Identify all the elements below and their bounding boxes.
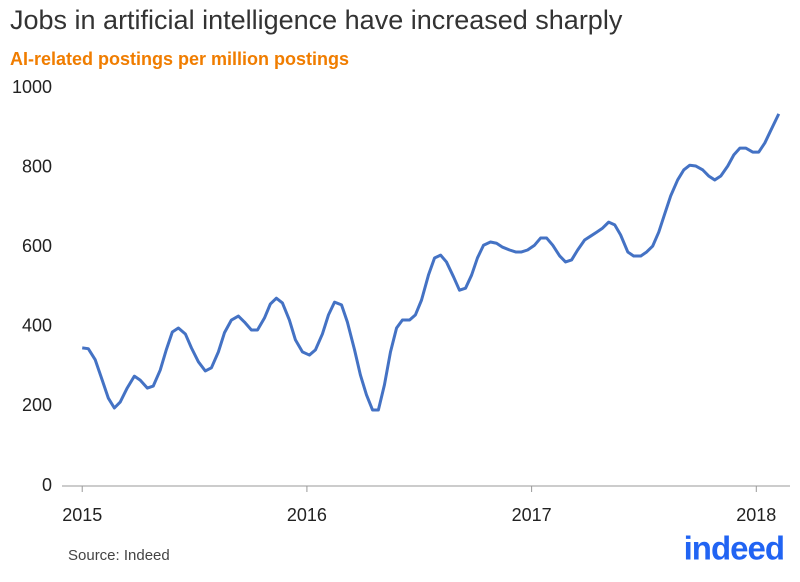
- data-line: [82, 113, 781, 412]
- x-tick-label: 2017: [512, 505, 552, 525]
- x-tick-label: 2015: [62, 505, 102, 525]
- chart-subtitle: AI-related postings per million postings: [10, 49, 349, 69]
- x-tick-label: 2016: [287, 505, 327, 525]
- y-tick-label: 400: [22, 316, 52, 336]
- y-tick-label: 1000: [12, 77, 52, 97]
- y-tick-label: 0: [42, 475, 52, 495]
- chart-title: Jobs in artificial intelligence have inc…: [10, 5, 623, 35]
- logo: indeed: [684, 530, 784, 567]
- y-tick-label: 800: [22, 156, 52, 176]
- x-tick-label: 2018: [736, 505, 776, 525]
- y-tick-label: 200: [22, 395, 52, 415]
- source-note: Source: Indeed: [68, 547, 170, 564]
- y-tick-label: 600: [22, 236, 52, 256]
